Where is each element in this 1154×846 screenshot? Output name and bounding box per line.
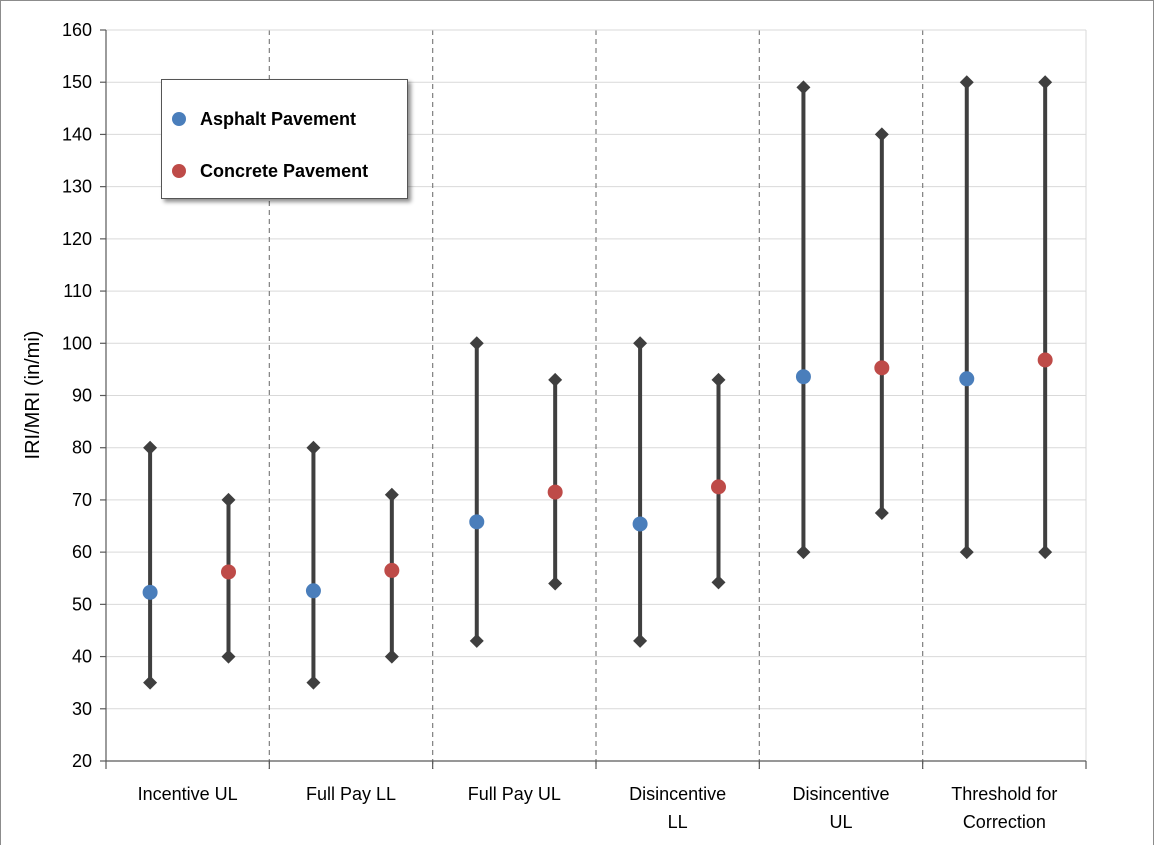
mean-point-s0-c1 <box>305 583 321 599</box>
category-label-4-0: Disincentive <box>792 784 889 804</box>
max-marker-s0-c4 <box>796 80 811 95</box>
max-marker-s0-c0 <box>143 440 158 455</box>
min-marker-s0-c5 <box>959 545 974 560</box>
x-category-labels: Incentive UL Full Pay LL Full Pay UL Disinc… <box>138 784 1058 832</box>
category-label-1-0: Full Pay LL <box>306 784 396 804</box>
category-separators <box>268 30 924 769</box>
category-label-4-1: UL <box>829 812 852 832</box>
mean-point-s1-c5 <box>1037 352 1053 368</box>
category-label-3-0: Disincentive <box>629 784 726 804</box>
legend-concrete-marker <box>172 164 186 178</box>
y-tick-40: 40 <box>72 647 92 667</box>
y-tick-130: 130 <box>62 177 92 197</box>
y-tick-50: 50 <box>72 594 92 614</box>
min-marker-s1-c0 <box>221 649 236 664</box>
y-tick-labels: 20 30 40 50 60 70 80 90 100 110 120 130 140 150 160 <box>62 20 92 771</box>
category-label-5-1: Correction <box>963 812 1046 832</box>
max-marker-s1-c3 <box>711 372 726 387</box>
y-tick-60: 60 <box>72 542 92 562</box>
min-marker-s0-c2 <box>469 633 484 648</box>
legend: Asphalt Pavement Concrete Pavement <box>161 79 408 199</box>
mean-point-s0-c3 <box>632 516 648 532</box>
mean-point-s0-c2 <box>469 514 485 530</box>
y-tick-120: 120 <box>62 229 92 249</box>
mean-point-s0-c5 <box>959 371 975 387</box>
max-marker-s0-c1 <box>306 440 321 455</box>
legend-item-concrete: Concrete Pavement <box>172 159 368 183</box>
mean-point-s1-c0 <box>221 564 236 580</box>
legend-asphalt-marker <box>172 112 186 126</box>
max-marker-s0-c3 <box>633 336 648 351</box>
axes <box>100 29 1087 769</box>
min-marker-s1-c3 <box>711 575 726 590</box>
y-axis-label: IRI/MRI (in/mi) <box>22 331 44 460</box>
min-marker-s1-c1 <box>384 649 399 664</box>
max-marker-s1-c2 <box>548 372 563 387</box>
legend-asphalt-label: Asphalt Pavement <box>200 108 357 129</box>
y-tick-90: 90 <box>72 386 92 406</box>
legend-item-asphalt: Asphalt Pavement <box>172 107 356 131</box>
mean-point-s0-c4 <box>795 369 811 385</box>
y-tick-70: 70 <box>72 490 92 510</box>
y-tick-30: 30 <box>72 699 92 719</box>
mean-point-s1-c1 <box>384 562 400 578</box>
legend-concrete-label: Concrete Pavement <box>200 160 369 181</box>
y-tick-80: 80 <box>72 438 92 458</box>
category-label-2-0: Full Pay UL <box>468 784 561 804</box>
mean-point-s0-c0 <box>142 584 158 600</box>
category-label-5-0: Threshold for <box>951 784 1057 804</box>
mean-point-s1-c4 <box>874 360 890 376</box>
min-marker-s0-c4 <box>796 545 811 560</box>
range-markers <box>143 75 1053 690</box>
min-marker-s0-c3 <box>633 633 648 648</box>
category-label-0-0: Incentive UL <box>138 784 238 804</box>
min-marker-s1-c5 <box>1038 545 1053 560</box>
max-marker-s1-c4 <box>874 127 889 142</box>
y-tick-20: 20 <box>72 751 92 771</box>
y-tick-160: 160 <box>62 20 92 40</box>
min-marker-s1-c4 <box>874 505 889 520</box>
mean-points <box>142 352 1053 600</box>
mean-point-s1-c2 <box>547 484 563 500</box>
category-label-3-1: LL <box>668 812 688 832</box>
y-tick-100: 100 <box>62 333 92 353</box>
y-tick-150: 150 <box>62 72 92 92</box>
mean-point-s1-c3 <box>711 479 726 495</box>
max-marker-s1-c5 <box>1038 75 1053 90</box>
y-tick-110: 110 <box>63 281 92 301</box>
min-marker-s0-c1 <box>306 675 321 690</box>
y-tick-140: 140 <box>62 124 92 144</box>
max-marker-s1-c1 <box>384 487 399 502</box>
max-marker-s1-c0 <box>221 492 236 507</box>
max-marker-s0-c5 <box>959 75 974 90</box>
min-marker-s1-c2 <box>548 576 563 591</box>
min-marker-s0-c0 <box>143 675 158 690</box>
max-marker-s0-c2 <box>469 336 484 351</box>
